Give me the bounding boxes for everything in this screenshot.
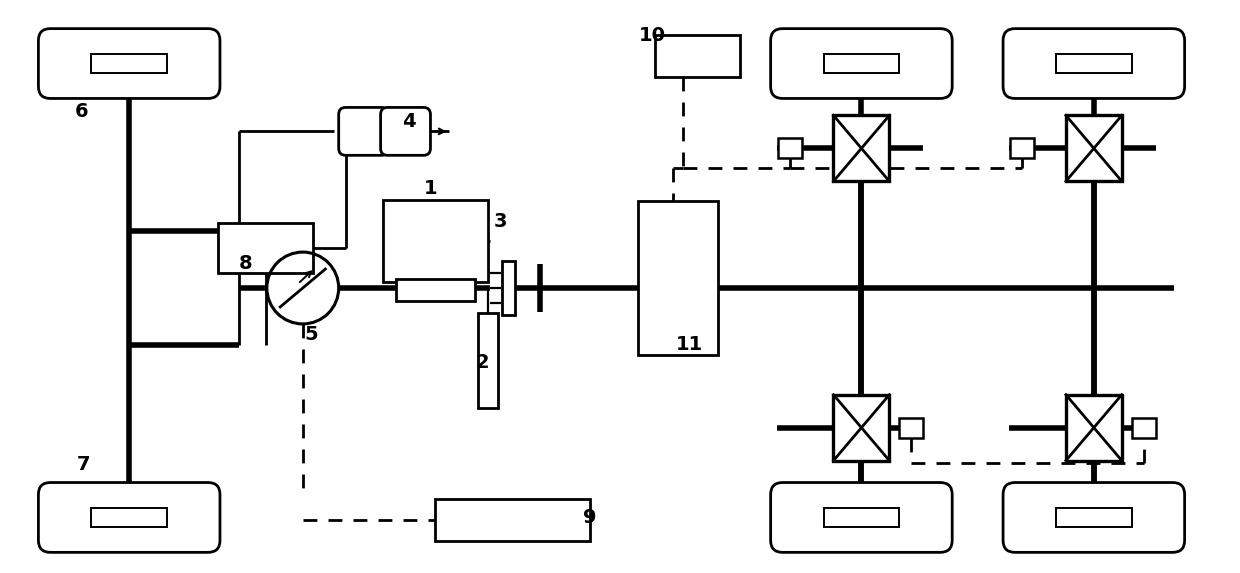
Bar — [833, 115, 889, 181]
Bar — [637, 201, 718, 355]
Text: 5: 5 — [304, 325, 317, 344]
Text: 2: 2 — [475, 354, 489, 372]
Bar — [396, 279, 475, 301]
Text: 4: 4 — [402, 112, 415, 131]
Bar — [1011, 138, 1034, 158]
Text: 11: 11 — [676, 335, 703, 354]
Bar — [383, 200, 487, 282]
FancyBboxPatch shape — [38, 482, 219, 552]
Bar — [218, 223, 314, 273]
FancyBboxPatch shape — [38, 29, 219, 99]
Text: 3: 3 — [494, 211, 507, 231]
Text: 8: 8 — [239, 254, 253, 273]
Bar — [656, 34, 740, 77]
Bar — [1056, 508, 1132, 527]
FancyBboxPatch shape — [1003, 29, 1184, 99]
FancyBboxPatch shape — [770, 29, 952, 99]
FancyBboxPatch shape — [339, 107, 388, 155]
Bar — [823, 508, 899, 527]
Text: 9: 9 — [583, 508, 596, 527]
Bar — [833, 395, 889, 461]
Text: 6: 6 — [74, 102, 88, 121]
FancyBboxPatch shape — [770, 482, 952, 552]
Bar — [899, 418, 924, 438]
Bar — [1066, 115, 1122, 181]
Bar — [502, 261, 515, 315]
Bar — [92, 508, 167, 527]
Bar — [1056, 54, 1132, 73]
Text: 10: 10 — [639, 26, 666, 45]
Bar — [777, 138, 801, 158]
Bar — [435, 500, 589, 541]
Bar — [479, 313, 498, 408]
FancyBboxPatch shape — [1003, 482, 1184, 552]
Text: 1: 1 — [424, 179, 438, 198]
FancyBboxPatch shape — [381, 107, 430, 155]
Bar — [92, 54, 167, 73]
Bar — [1132, 418, 1156, 438]
Text: 7: 7 — [77, 455, 91, 474]
Bar — [1066, 395, 1122, 461]
Bar — [823, 54, 899, 73]
